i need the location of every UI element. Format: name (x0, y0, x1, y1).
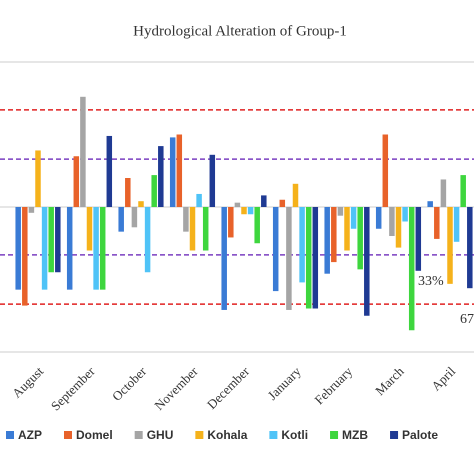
bar (22, 207, 28, 306)
bar (176, 134, 183, 207)
bar (427, 201, 433, 207)
x-tick-label: August (9, 363, 46, 400)
bar (144, 207, 151, 273)
bar (196, 193, 202, 207)
bar (118, 207, 124, 232)
bar (202, 207, 209, 251)
bar (125, 178, 131, 207)
legend-swatch (269, 431, 278, 439)
legend-label: Kotli (281, 428, 308, 442)
bar (189, 207, 196, 251)
x-tick-label: March (372, 363, 407, 398)
bar (55, 207, 61, 273)
legend-label: Domel (76, 428, 113, 442)
x-tick-label: February (311, 363, 355, 407)
bar (99, 207, 106, 290)
legend-swatch (330, 431, 339, 439)
bar (28, 207, 35, 213)
bar (228, 207, 234, 238)
x-tick-label: April (428, 363, 458, 393)
bar (375, 207, 382, 229)
bar (447, 207, 453, 284)
bar (415, 207, 422, 271)
legend-label: AZP (18, 428, 42, 442)
bar (408, 207, 415, 331)
x-tick-label: January (265, 363, 305, 403)
bar (131, 207, 138, 228)
bar (312, 207, 319, 309)
bar (467, 207, 473, 289)
bar (331, 207, 337, 263)
bar (234, 202, 241, 207)
bar (73, 156, 80, 207)
bar (221, 207, 227, 310)
bar (261, 195, 267, 207)
annotation: 33% (418, 274, 444, 289)
bar (272, 207, 279, 292)
bar (86, 207, 93, 251)
bar (15, 207, 21, 290)
chart-title: Hydrological Alteration of Group-1 (133, 23, 347, 39)
bar (453, 207, 460, 242)
x-tick-label: September (48, 363, 98, 413)
bar (183, 207, 189, 232)
bar (151, 175, 157, 207)
bar (395, 207, 402, 248)
legend-label: Kohala (207, 428, 247, 442)
bar (254, 207, 260, 244)
bar (440, 179, 447, 207)
bar (106, 135, 113, 207)
bar (350, 207, 357, 229)
bar (286, 207, 292, 310)
bar (434, 207, 440, 239)
legend-swatch (390, 431, 399, 439)
bar (93, 207, 99, 290)
legend-label: Palote (402, 428, 438, 442)
bar (41, 207, 48, 290)
bar (209, 154, 216, 207)
bar (344, 207, 350, 251)
legend-swatch (134, 431, 143, 439)
bar (305, 207, 312, 309)
bar (247, 207, 254, 215)
bar (357, 207, 363, 270)
bar (402, 207, 408, 222)
bar (364, 207, 370, 316)
bar (80, 96, 86, 207)
bar (460, 175, 466, 207)
x-tick-label: October (109, 363, 150, 404)
bar (299, 207, 305, 283)
bar (35, 150, 41, 207)
bar (324, 207, 330, 274)
legend-swatch (195, 431, 204, 439)
annotation: 67% (460, 312, 474, 327)
bar (292, 183, 299, 207)
bar (158, 146, 164, 207)
legend-label: GHU (147, 428, 174, 442)
bar (138, 201, 144, 207)
x-tick-label: December (204, 363, 253, 412)
bar (389, 207, 395, 236)
legend-swatch (6, 431, 14, 439)
bar (337, 207, 344, 216)
bar (279, 199, 286, 207)
x-tick-label: November (151, 363, 201, 413)
bar (169, 137, 176, 207)
bar (382, 134, 389, 207)
legend-swatch (64, 431, 72, 439)
bar (48, 207, 54, 273)
bar (66, 207, 73, 290)
bar (241, 207, 247, 215)
legend-label: MZB (342, 428, 368, 442)
